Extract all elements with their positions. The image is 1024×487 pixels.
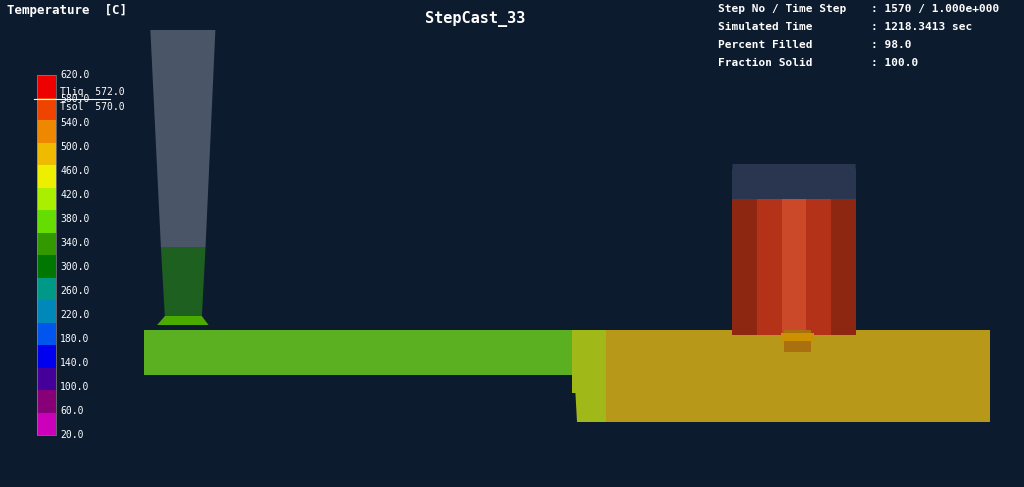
Bar bbox=[732, 174, 856, 335]
Text: Percent Filled: Percent Filled bbox=[718, 40, 812, 50]
Bar bbox=[844, 194, 856, 335]
Bar bbox=[744, 194, 757, 335]
Text: 20.0: 20.0 bbox=[60, 430, 84, 440]
Text: : 1218.3413 sec: : 1218.3413 sec bbox=[871, 22, 973, 32]
Bar bbox=[831, 194, 844, 335]
Bar bbox=[732, 194, 744, 335]
Bar bbox=[143, 330, 572, 375]
Bar bbox=[37, 187, 56, 210]
Bar bbox=[37, 255, 56, 278]
Bar bbox=[806, 194, 818, 335]
Bar bbox=[794, 194, 806, 335]
Text: 460.0: 460.0 bbox=[60, 166, 89, 176]
Text: : 100.0: : 100.0 bbox=[871, 58, 919, 68]
Text: 500.0: 500.0 bbox=[60, 142, 89, 152]
Bar bbox=[37, 390, 56, 412]
Text: 420.0: 420.0 bbox=[60, 190, 89, 200]
Text: 220.0: 220.0 bbox=[60, 310, 89, 320]
Polygon shape bbox=[151, 30, 215, 247]
Bar bbox=[37, 120, 56, 143]
Text: 140.0: 140.0 bbox=[60, 358, 89, 368]
Bar bbox=[781, 194, 794, 335]
Bar bbox=[37, 232, 56, 255]
Bar bbox=[818, 194, 831, 335]
Text: Temperature  [C]: Temperature [C] bbox=[7, 4, 127, 17]
Bar bbox=[37, 412, 56, 435]
Bar bbox=[37, 368, 56, 390]
Text: 580.0: 580.0 bbox=[60, 94, 89, 104]
Text: : 1570 / 1.000e+000: : 1570 / 1.000e+000 bbox=[871, 4, 999, 14]
Polygon shape bbox=[572, 330, 606, 375]
Text: StepCast_33: StepCast_33 bbox=[425, 11, 525, 27]
Polygon shape bbox=[161, 247, 206, 318]
Text: Tliq  572.0: Tliq 572.0 bbox=[60, 87, 125, 97]
Bar bbox=[769, 194, 781, 335]
Text: 260.0: 260.0 bbox=[60, 286, 89, 296]
Text: Simulated Time: Simulated Time bbox=[718, 22, 812, 32]
Bar bbox=[781, 333, 814, 341]
Text: : 98.0: : 98.0 bbox=[871, 40, 911, 50]
Bar bbox=[37, 300, 56, 322]
Bar bbox=[37, 75, 56, 97]
Bar bbox=[757, 194, 769, 335]
Text: 620.0: 620.0 bbox=[60, 70, 89, 80]
Text: Tsol  570.0: Tsol 570.0 bbox=[60, 102, 125, 112]
Bar bbox=[783, 330, 811, 352]
Bar bbox=[572, 330, 616, 393]
Bar bbox=[37, 143, 56, 165]
Bar bbox=[37, 97, 56, 120]
Text: 540.0: 540.0 bbox=[60, 118, 89, 128]
Text: 100.0: 100.0 bbox=[60, 382, 89, 392]
Bar bbox=[37, 345, 56, 368]
Bar bbox=[732, 169, 856, 199]
Bar bbox=[37, 278, 56, 300]
Polygon shape bbox=[572, 330, 606, 422]
Text: 180.0: 180.0 bbox=[60, 334, 89, 344]
Text: 380.0: 380.0 bbox=[60, 214, 89, 224]
Text: 60.0: 60.0 bbox=[60, 406, 84, 416]
Bar bbox=[606, 330, 989, 422]
Polygon shape bbox=[732, 164, 856, 199]
Bar bbox=[37, 322, 56, 345]
Text: 340.0: 340.0 bbox=[60, 238, 89, 248]
Bar bbox=[37, 75, 56, 435]
Text: Fraction Solid: Fraction Solid bbox=[718, 58, 812, 68]
Text: 300.0: 300.0 bbox=[60, 262, 89, 272]
Bar bbox=[37, 210, 56, 232]
Polygon shape bbox=[157, 316, 209, 325]
Bar bbox=[37, 165, 56, 187]
Text: Step No / Time Step: Step No / Time Step bbox=[718, 4, 846, 14]
